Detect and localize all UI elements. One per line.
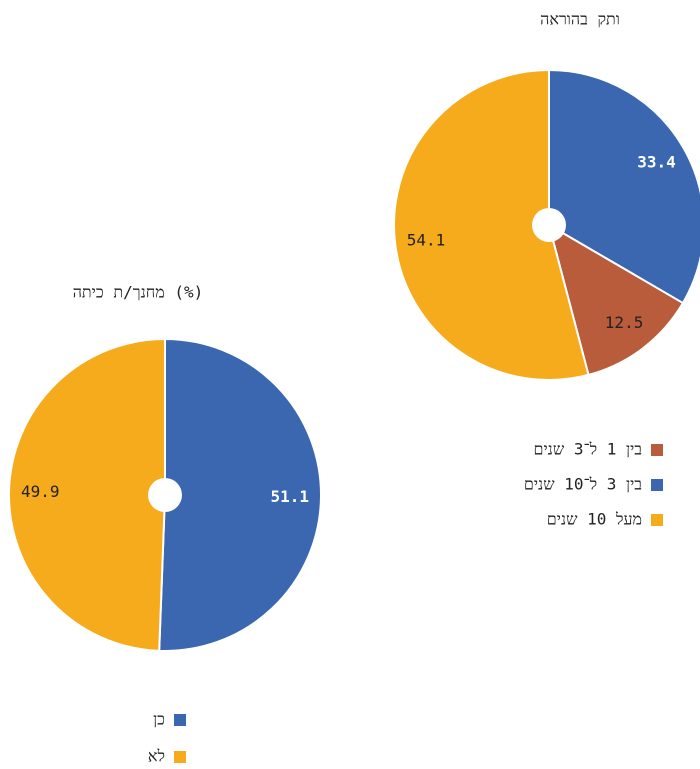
legend-swatch bbox=[651, 514, 663, 526]
legend-label: לא bbox=[148, 747, 165, 766]
pie-slice bbox=[8, 337, 166, 652]
pie-slice bbox=[547, 222, 685, 377]
center-hole bbox=[532, 208, 566, 242]
legend-swatch bbox=[174, 714, 186, 726]
legend-swatch bbox=[651, 479, 663, 491]
chart-title: מחנך/ת כיתה (%) bbox=[73, 283, 204, 302]
chart-title: ותק בהוראה bbox=[540, 10, 620, 29]
data-label: 49.9 bbox=[21, 482, 60, 501]
pie-slice bbox=[548, 68, 700, 305]
data-label: 12.5 bbox=[605, 313, 644, 332]
center-hole bbox=[148, 478, 182, 512]
legend-label: בין 3 ל־10 שנים bbox=[524, 475, 642, 494]
legend-swatch bbox=[651, 444, 663, 456]
legend-label: מעל 10 שנים bbox=[547, 510, 642, 529]
data-label: 33.4 bbox=[637, 153, 676, 172]
legend-label: בין 1 ל־3 שנים bbox=[534, 440, 643, 459]
legend-swatch bbox=[174, 751, 186, 763]
data-label: 54.1 bbox=[407, 230, 446, 249]
data-label: 51.1 bbox=[271, 487, 310, 506]
pie-slice bbox=[158, 337, 322, 652]
legend-label: כן bbox=[153, 710, 165, 729]
pie-slice bbox=[393, 68, 590, 381]
